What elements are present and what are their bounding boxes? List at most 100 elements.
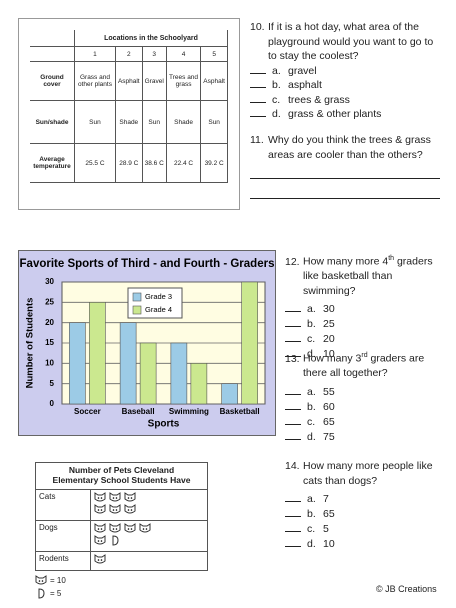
cell: Shade xyxy=(114,100,143,144)
bar xyxy=(119,322,137,405)
answer-blank xyxy=(285,501,301,502)
option: c. trees & grass xyxy=(250,93,442,108)
cell: 28.9 C xyxy=(114,143,143,183)
question-number: 14. xyxy=(285,460,300,472)
x-tick-label: Basketball xyxy=(220,407,260,416)
option-letter: d. xyxy=(307,538,316,550)
icons xyxy=(90,551,208,571)
option-letter: d. xyxy=(307,348,316,360)
option-text: asphalt xyxy=(288,79,322,91)
x-tick-label: Soccer xyxy=(74,407,101,416)
key-label: = 5 xyxy=(50,589,62,598)
row-label: Cats xyxy=(35,489,91,521)
answer-blank xyxy=(250,72,266,74)
table-row: Ground cover Grass and other plants Asphal… xyxy=(30,61,228,101)
question-text: 12. How many more 4th graders like basket… xyxy=(285,252,445,298)
question-text-part: rd xyxy=(361,352,368,359)
bar xyxy=(170,342,188,405)
option: d. 10 xyxy=(285,347,445,362)
bar xyxy=(69,322,86,405)
option-text: 7 xyxy=(323,493,329,505)
question-text-part: If it is a hot day, what area of the pla… xyxy=(268,21,434,62)
option: c. 65 xyxy=(285,415,445,430)
row-label: Rodents xyxy=(35,551,91,571)
cell: Grass and other plants xyxy=(74,61,116,101)
cell: 38.6 C xyxy=(141,143,167,183)
option-letter: a. xyxy=(272,64,281,77)
question-text-part: How many more 4 xyxy=(303,255,389,268)
question-text-part: th xyxy=(388,255,395,262)
option: b. 60 xyxy=(285,400,445,415)
option-text: 60 xyxy=(323,400,335,413)
answer-blank xyxy=(250,87,266,88)
answer-blank xyxy=(285,546,301,547)
bar xyxy=(139,342,157,405)
question: 14. How many more people like cats than d… xyxy=(285,459,445,552)
question-text-part: How many more people like cats than dogs… xyxy=(303,460,433,487)
x-tick-label: Swimming xyxy=(169,407,209,416)
key-icon xyxy=(35,575,47,585)
cell: 39.2 C xyxy=(200,143,228,183)
pictograph-title: Number of Pets Cleveland xyxy=(68,465,175,475)
key-row: = 10 xyxy=(35,575,208,586)
option-text: 65 xyxy=(323,415,335,428)
bar xyxy=(241,281,258,405)
y-tick-label: 5 xyxy=(50,379,55,388)
cell: Sun xyxy=(141,100,167,144)
option: d. grass & other plants xyxy=(250,107,442,122)
footer: © JB Creations xyxy=(376,584,437,594)
y-tick-label: 30 xyxy=(45,277,54,286)
option-text: 30 xyxy=(323,303,335,315)
row-label: Ground cover xyxy=(30,61,75,101)
option-letter: a. xyxy=(307,493,316,505)
table-row: Average temperature 25.5 C 28.9 C 38.6 C 22.… xyxy=(30,143,228,183)
icons xyxy=(90,520,208,552)
cell: Asphalt xyxy=(114,61,143,101)
option-text: trees & grass xyxy=(288,93,350,106)
y-axis-label: Number of Students xyxy=(25,298,36,389)
legend-label: Grade 4 xyxy=(145,305,172,314)
option-text: 20 xyxy=(323,333,335,345)
option: a. 30 xyxy=(285,302,445,317)
row-label: Sun/shade xyxy=(30,100,75,144)
question: 12. How many more 4th graders like basket… xyxy=(285,252,445,362)
question-number: 10. xyxy=(250,21,265,33)
column-header: 1 xyxy=(74,46,116,62)
bar-chart: Favorite Sports of Third - and Fourth - … xyxy=(18,250,276,436)
pictograph-table: Number of Pets Cleveland Elementary Schoo… xyxy=(35,462,208,571)
option-letter: c. xyxy=(307,415,316,428)
x-axis-label: Sports xyxy=(148,419,180,430)
option-text: gravel xyxy=(288,64,317,77)
option-letter: c. xyxy=(307,333,316,345)
cell: Trees and grass xyxy=(165,61,202,101)
key-label: = 10 xyxy=(50,576,66,585)
answer-blank xyxy=(285,438,301,440)
chart-title: Favorite Sports of Third - and Fourth - … xyxy=(20,258,275,270)
legend-swatch xyxy=(132,305,142,315)
key-row: = 5 xyxy=(35,588,208,599)
option: b. 25 xyxy=(285,317,445,332)
option-text: 75 xyxy=(323,430,335,443)
option-letter: b. xyxy=(307,508,316,520)
icon-row xyxy=(94,554,106,564)
answer-blank xyxy=(250,101,266,103)
cell: Asphalt xyxy=(200,61,228,101)
pictograph-title: Elementary School Students Have xyxy=(52,475,191,485)
y-tick-label: 10 xyxy=(45,358,54,367)
option-text: 65 xyxy=(323,508,335,520)
option-letter: c. xyxy=(307,523,316,535)
blank-cell xyxy=(30,30,75,47)
answer-blank xyxy=(285,311,301,312)
option: c. 20 xyxy=(285,332,445,347)
option-letter: b. xyxy=(307,318,316,330)
cell: Sun xyxy=(74,100,116,144)
answer-line xyxy=(250,178,440,179)
question-text-part: How many 3 xyxy=(303,352,362,365)
table-title: Locations in the Schoolyard xyxy=(74,30,228,47)
title-row: Locations in the Schoolyard xyxy=(30,30,228,47)
question: 10. If it is a hot day, what area of the … xyxy=(250,20,442,122)
cell: Sun xyxy=(200,100,228,144)
question-number: 13. xyxy=(285,352,300,365)
cell: 22.4 C xyxy=(165,143,202,183)
